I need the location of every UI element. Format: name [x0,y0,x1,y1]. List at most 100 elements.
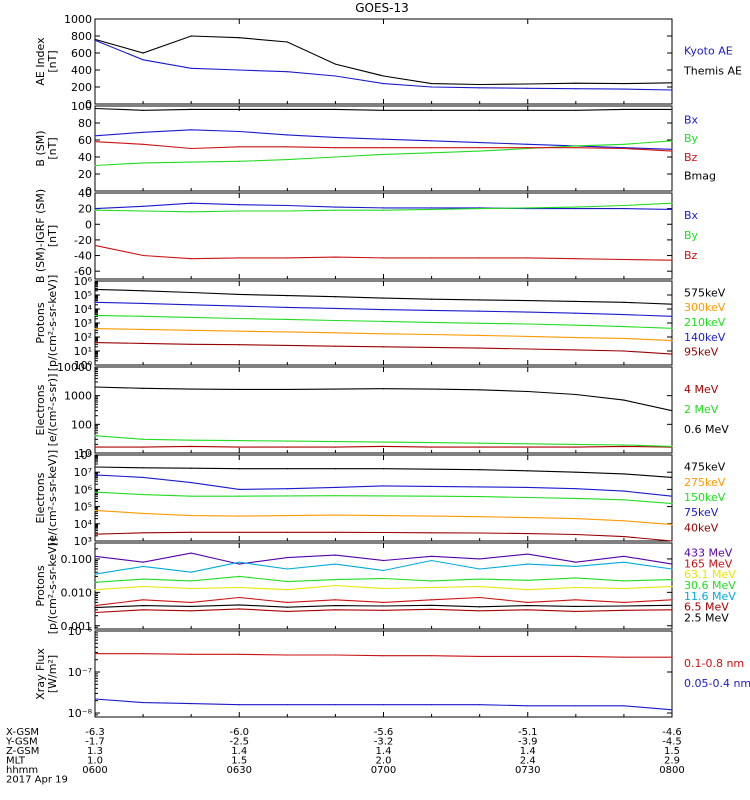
data-point [238,257,240,259]
data-point [430,152,433,154]
data-point [430,555,433,557]
data-point [190,587,192,590]
orbit-row-value: -5.6 [374,727,394,738]
data-point [479,150,481,152]
data-point [238,388,240,391]
legend-entry-210kev: 210keV [684,316,726,329]
data-point [575,488,577,490]
data-point [527,609,529,611]
legend-entry-2-5-mev: 2.5 MeV [684,612,729,625]
legend-entry-433-mev: 433 MeV [684,546,733,559]
data-point [479,568,481,570]
data-point [479,704,481,706]
data-point [94,288,96,291]
data-point [671,579,673,581]
data-point [190,531,192,533]
series-line-2-mev [94,435,673,447]
data-point [671,108,673,110]
y-tick-label: 10 [78,447,92,460]
data-point [575,82,577,84]
data-point [382,605,385,607]
panel-7: 0.001 0.010 0.100 Protons [p/(cm²-s-sr-keV)]… [34,538,736,635]
data-point [575,705,577,707]
data-point [527,589,529,591]
data-point [575,443,577,445]
data-point [527,143,529,145]
data-point [623,473,625,475]
data-point [190,605,192,607]
data-point [623,499,625,501]
data-point [238,515,240,517]
data-point [94,466,96,468]
data-point [334,440,337,443]
data-point [575,312,577,314]
data-point [190,108,192,110]
data-point [671,709,673,711]
y-axis-label: [nT] [46,137,59,159]
y-tick-label: 800 [71,30,92,43]
y-axis-label: [nT] [46,50,59,72]
data-point [575,565,577,567]
y-axis-label: Protons [34,302,47,343]
data-point [671,410,673,412]
data-point [142,109,144,111]
data-point [94,386,96,388]
data-point [142,605,144,607]
data-point [575,147,577,149]
panel-frame [94,542,673,630]
data-point [575,393,577,396]
data-point [334,486,337,489]
y-axis-label: Electrons [34,384,47,435]
data-point [527,443,529,445]
data-point [286,158,288,161]
data-point [479,83,481,86]
y-tick-label: 10³ [74,317,92,330]
y-axis-label: B (SM) [34,130,47,166]
orbit-row-value: 1.5 [231,756,247,767]
panel-frame [94,18,673,105]
y-tick-label: -40 [74,250,92,263]
y-tick-label: 80 [78,117,92,130]
data-point [286,468,288,470]
data-point [190,439,192,441]
series-line-300kev [94,328,673,342]
data-point [286,446,288,448]
data-point [334,206,337,208]
legend-entry-165-mev: 165 MeV [684,557,733,570]
data-point [430,485,433,487]
data-point [382,445,385,447]
data-point [623,313,625,316]
data-point [190,161,192,163]
data-point [575,577,577,579]
data-point [671,476,673,478]
data-point [238,160,240,162]
data-point [238,130,240,133]
data-point [286,210,288,212]
data-point [94,164,96,167]
data-point [142,254,144,257]
data-point [190,514,192,517]
panel-6: 10³ 10⁴ 10⁵ 10⁶ 10⁷ 10⁸ Electrons [e/(cm²-s-sr-… [34,449,726,548]
y-axis-label: [p/(cm²-s-sr-keV)] [46,275,59,372]
data-point [671,540,673,542]
y-tick-label: 600 [71,47,92,60]
data-point [671,150,673,152]
data-point [479,469,481,471]
data-point [286,488,288,490]
data-point [334,388,337,390]
data-point [575,208,577,210]
data-point [286,344,288,347]
data-point [430,559,433,562]
data-point [286,440,288,442]
data-point [382,297,385,299]
orbit-row-value: 0700 [371,765,396,776]
data-point [190,147,192,150]
data-point [382,320,385,323]
data-point [623,656,625,658]
y-tick-label: 10⁵ [74,501,92,514]
data-point [623,605,625,607]
data-point [430,83,433,85]
data-point [479,558,481,560]
data-point [286,146,288,148]
data-point [527,516,529,519]
